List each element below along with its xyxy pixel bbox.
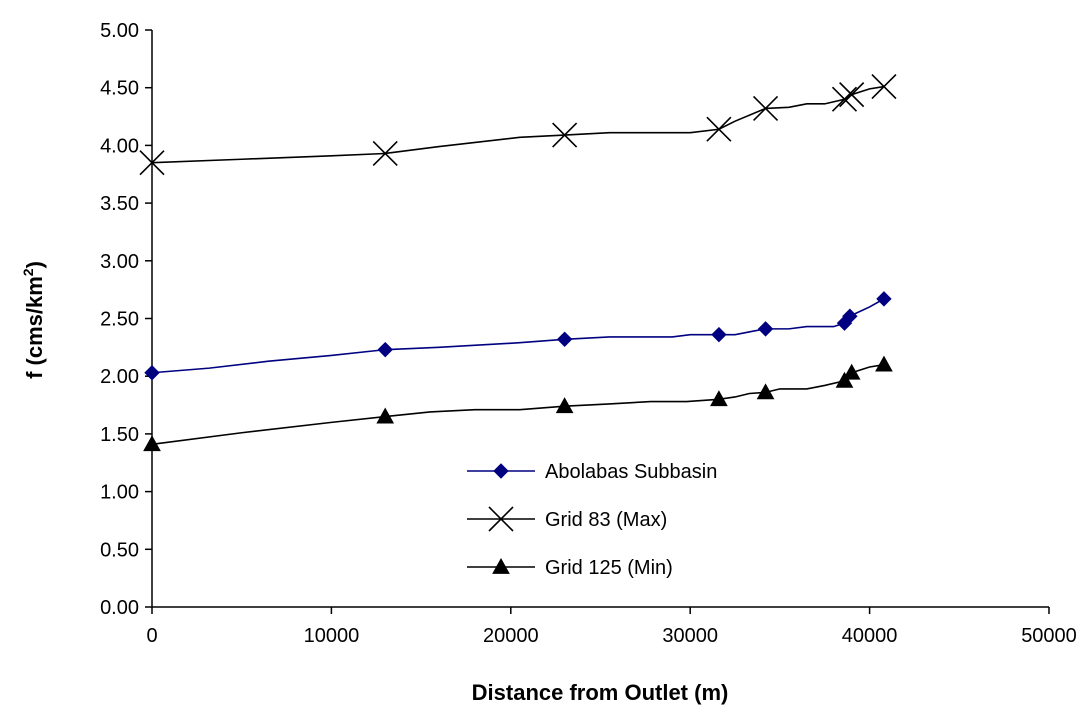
axes: 0.00 0.50 1.00 1.50 2.00 2.50 3.00 3.50 4.00 4.50… <box>100 20 1077 647</box>
legend-marker <box>492 557 510 574</box>
legend-label: Grid 83 (Max) <box>545 509 667 531</box>
y-tick-label: 2.50 <box>100 309 139 331</box>
data-point <box>831 86 858 112</box>
legend: Abolabas Subbasin Grid 83 (Max) Grid 125 (… <box>467 461 717 579</box>
data-point <box>710 390 728 407</box>
legend-item: Grid 125 (Min) <box>467 557 673 579</box>
x-tick-label: 40000 <box>842 625 898 647</box>
y-axis-title: f (cms/km2) <box>20 261 47 379</box>
y-tick-label: 0.00 <box>100 597 139 619</box>
data-point <box>143 435 161 452</box>
y-tick-label: 2.00 <box>100 366 139 388</box>
data-point <box>757 321 774 337</box>
y-tick-label: 3.50 <box>100 193 139 215</box>
data-point <box>876 291 892 307</box>
y-axis-title-sup: 2 <box>20 268 36 276</box>
data-point <box>144 365 160 381</box>
data-point <box>552 122 578 148</box>
series-1 <box>144 291 892 381</box>
y-tick-label: 4.50 <box>100 78 139 100</box>
data-point <box>706 116 732 142</box>
data-point <box>842 308 858 324</box>
data-point <box>752 95 779 122</box>
y-tick-label: 5.00 <box>100 20 139 42</box>
data-point <box>839 82 865 108</box>
series-line <box>151 85 885 164</box>
y-tick-label: 0.50 <box>100 539 139 561</box>
data-point <box>871 73 897 100</box>
data-point <box>376 407 395 424</box>
x-tick-label: 20000 <box>483 625 539 647</box>
x-tick-label: 30000 <box>662 625 718 647</box>
x-tick-label: 50000 <box>1021 625 1077 647</box>
data-point <box>372 140 398 167</box>
series-layer <box>139 73 897 452</box>
legend-label: Abolabas Subbasin <box>545 461 717 483</box>
data-point <box>842 363 861 380</box>
legend-marker <box>493 463 509 479</box>
series-2 <box>139 73 897 176</box>
y-axis-title-tail: ) <box>22 261 47 268</box>
y-tick-label: 1.50 <box>100 424 139 446</box>
x-tick-label: 10000 <box>304 625 360 647</box>
y-tick-label: 3.00 <box>100 251 139 273</box>
y-axis-title-main: f (cms/km <box>22 276 47 379</box>
data-point <box>377 341 393 358</box>
legend-item: Abolabas Subbasin <box>467 461 717 483</box>
x-axis-title: Distance from Outlet (m) <box>472 680 729 705</box>
data-point <box>835 371 854 388</box>
series-line <box>151 298 885 374</box>
series-line <box>151 363 885 446</box>
data-point <box>139 150 165 176</box>
legend-marker <box>488 506 514 532</box>
series-3 <box>143 355 893 452</box>
data-point <box>875 355 893 372</box>
y-tick-label: 4.00 <box>100 135 139 157</box>
data-point <box>556 331 573 347</box>
legend-item: Grid 83 (Max) <box>467 506 667 532</box>
legend-label: Grid 125 (Min) <box>545 557 673 579</box>
data-point <box>711 326 727 343</box>
data-point <box>756 383 775 400</box>
y-tick-label: 1.00 <box>100 482 139 504</box>
x-tick-label: 0 <box>146 625 157 647</box>
data-point <box>555 397 574 414</box>
